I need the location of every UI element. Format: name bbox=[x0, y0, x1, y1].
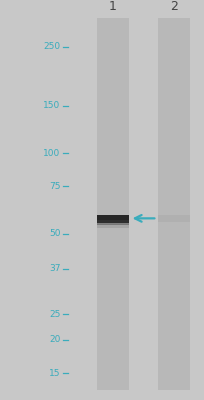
Text: 1: 1 bbox=[108, 0, 116, 13]
Bar bbox=[158, 215, 189, 222]
Text: 100: 100 bbox=[43, 148, 60, 158]
Bar bbox=[96, 224, 128, 228]
Bar bbox=[96, 220, 128, 225]
Text: 150: 150 bbox=[43, 102, 60, 110]
Bar bbox=[96, 18, 128, 390]
Text: 15: 15 bbox=[49, 369, 60, 378]
Text: 50: 50 bbox=[49, 229, 60, 238]
Bar bbox=[158, 18, 189, 390]
Text: 75: 75 bbox=[49, 182, 60, 191]
Bar bbox=[96, 215, 128, 223]
Text: 250: 250 bbox=[43, 42, 60, 51]
Text: 2: 2 bbox=[170, 0, 177, 13]
Text: 25: 25 bbox=[49, 310, 60, 318]
Text: 20: 20 bbox=[49, 336, 60, 344]
Text: 37: 37 bbox=[49, 264, 60, 273]
